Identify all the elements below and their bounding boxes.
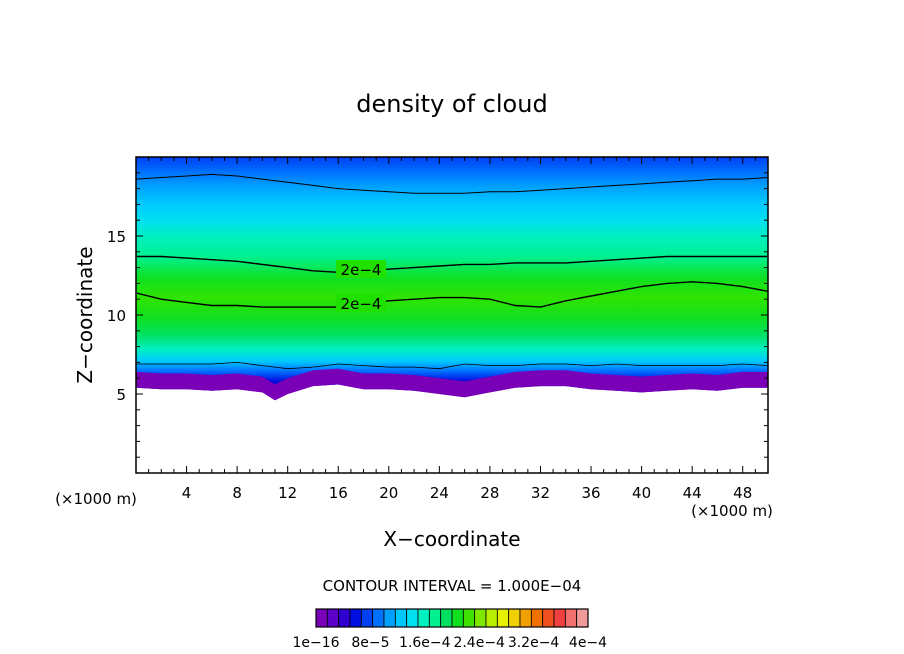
x-axis: 4 8 12 16 20 24 28 32 36 40 44 48 [135,157,769,502]
colorbar-swatch [576,608,589,628]
colorbar-swatch [372,608,385,628]
colorbar-swatch [428,608,442,628]
colorbar-swatch [315,608,328,628]
colorbar-swatch [462,608,476,628]
colorbar-frame [315,608,589,628]
colorbar-label: 4e−4 [569,635,607,651]
contour-line-upper-2e-4 [136,255,768,274]
colorbar-swatch [564,608,578,628]
x-tick-label: 32 [531,484,550,502]
colorbar-label: 2.4e−4 [453,635,505,651]
cloud-base-band [136,368,768,401]
x-tick-label: 24 [430,484,449,502]
x-axis-label: X−coordinate [383,527,520,551]
contour-label-lower: 2e−4 [336,294,386,313]
colorbar-swatch [519,608,532,628]
colorbar-label: 8e−5 [351,635,389,651]
contour-line-cloud-edge [136,361,768,370]
x-unit-right: (×1000 m) [691,502,773,520]
x-tick-label: 20 [379,484,398,502]
x-tick-label: 16 [329,484,348,502]
y-tick-label: 5 [116,386,126,404]
colorbar-swatch [530,608,544,628]
x-unit-left: (×1000 m) [55,490,137,508]
colorbar-label: 3.2e−4 [508,635,560,651]
colorbar [315,608,589,628]
y-axis: 5 10 15 [107,156,768,474]
contour-line-top [136,173,768,194]
colorbar-swatch [440,608,453,628]
colorbar-swatch [406,608,419,628]
chart-title: density of cloud [356,90,547,118]
contour-interval-text: CONTOUR INTERVAL = 1.000E−04 [323,577,582,595]
x-tick-label: 40 [632,484,651,502]
colorbar-swatch [485,608,498,628]
colorbar-swatch [451,608,464,628]
x-tick-label: 44 [683,484,702,502]
contour-label-upper: 2e−4 [336,260,386,279]
y-tick-label: 10 [107,307,126,325]
colorbar-swatch [496,608,510,628]
x-tick-label: 4 [182,484,192,502]
colorbar-swatch [326,608,340,628]
x-tick-label: 36 [581,484,600,502]
y-axis-label: Z−coordinate [73,246,97,383]
svg-text:2e−4: 2e−4 [341,261,382,279]
colorbar-swatch [338,608,351,628]
colorbar-swatch [542,608,555,628]
svg-text:2e−4: 2e−4 [341,295,382,313]
cloud-density-field [136,157,768,401]
colorbar-swatch [474,608,487,628]
colorbar-swatch [553,608,566,628]
colorbar-swatch [360,608,374,628]
plot-area [136,157,768,401]
colorbar-swatch [508,608,521,628]
y-tick-label: 15 [107,228,126,246]
colorbar-swatch [394,608,408,628]
x-tick-label: 8 [232,484,242,502]
x-tick-label: 48 [733,484,752,502]
colorbar-labels: 1e−16 8e−5 1.6e−4 2.4e−4 3.2e−4 4e−4 [292,635,607,651]
contour-line-lower-2e-4 [136,281,768,308]
colorbar-label: 1e−16 [292,635,339,651]
colorbar-label: 1.6e−4 [399,635,451,651]
colorbar-swatch [417,608,430,628]
x-tick-label: 28 [480,484,499,502]
x-tick-label: 12 [278,484,297,502]
colorbar-swatch [383,608,396,628]
colorbar-swatch [349,608,362,628]
